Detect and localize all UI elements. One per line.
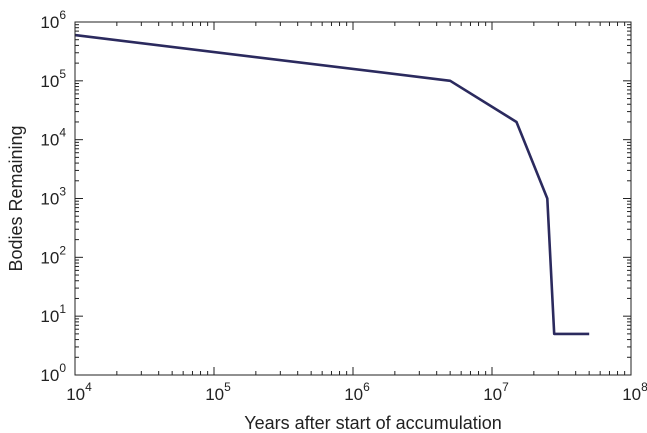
y-tick-label: 102 xyxy=(40,243,66,267)
y-tick-label: 101 xyxy=(40,302,66,326)
series-line xyxy=(74,33,590,336)
x-axis-label: Years after start of accumulation xyxy=(244,413,501,433)
x-tick-label: 104 xyxy=(66,380,92,404)
tick-labels: 104 105 106 107 108 100 101 102 103 104 105 106 xyxy=(40,8,647,404)
x-tick-label: 108 xyxy=(622,380,647,404)
tick-marks xyxy=(74,21,632,376)
y-tick-label: 103 xyxy=(40,185,66,209)
x-tick-label: 106 xyxy=(344,380,370,404)
plot-frame xyxy=(74,21,632,376)
y-axis-label: Bodies Remaining xyxy=(6,125,26,271)
x-tick-label: 105 xyxy=(205,380,231,404)
y-tick-label: 106 xyxy=(40,8,66,32)
y-tick-label: 105 xyxy=(40,67,66,91)
y-tick-label: 104 xyxy=(40,126,66,150)
x-tick-label: 107 xyxy=(483,380,509,404)
y-tick-label: 100 xyxy=(40,361,66,385)
